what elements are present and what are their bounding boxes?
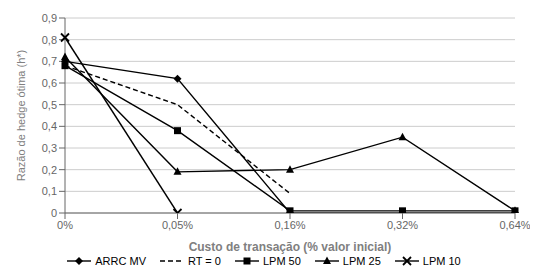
- svg-text:0,6: 0,6: [42, 77, 57, 89]
- svg-text:0,7: 0,7: [42, 55, 57, 67]
- svg-text:Custo de transação (% valor in: Custo de transação (% valor inicial): [189, 240, 392, 254]
- html-text:LPM 25: LPM 25: [342, 255, 381, 267]
- svg-text:Razão de hedge ótima (h*): Razão de hedge ótima (h*): [15, 50, 27, 181]
- svg-text:0,32%: 0,32%: [387, 219, 418, 231]
- html-text:LPM 50: LPM 50: [262, 255, 301, 267]
- html-text:LPM 10: LPM 10: [422, 255, 461, 267]
- svg-text:0,64%: 0,64%: [499, 219, 530, 231]
- svg-text:0,5: 0,5: [42, 99, 57, 111]
- svg-text:0,1: 0,1: [42, 185, 57, 197]
- svg-text:0,9: 0,9: [42, 12, 57, 24]
- svg-text:0,2: 0,2: [42, 164, 57, 176]
- html-text:ARRC MV: ARRC MV: [95, 255, 146, 267]
- svg-text:0,8: 0,8: [42, 34, 57, 46]
- svg-text:0: 0: [51, 207, 57, 219]
- svg-text:0,05%: 0,05%: [162, 219, 193, 231]
- svg-text:0%: 0%: [57, 219, 73, 231]
- svg-text:0,16%: 0,16%: [274, 219, 305, 231]
- svg-text:0,3: 0,3: [42, 142, 57, 154]
- html-text:RT = 0: RT = 0: [188, 255, 221, 267]
- svg-text:0,4: 0,4: [42, 120, 57, 132]
